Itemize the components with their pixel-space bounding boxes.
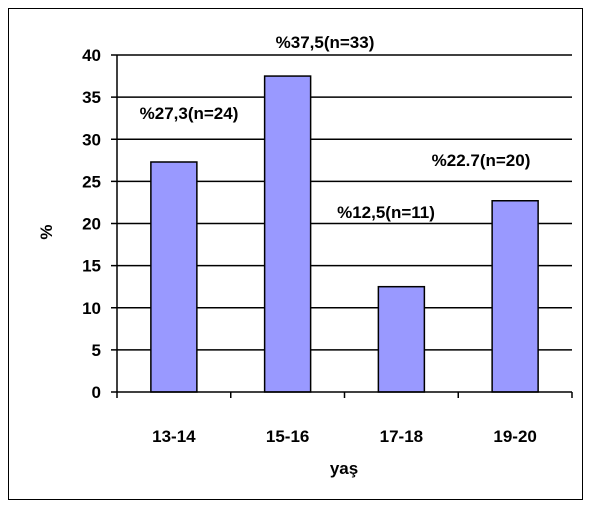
x-axis-label: yaş: [330, 459, 358, 478]
x-tick-labels: 13-14 15-16 17-18 19-20: [152, 427, 537, 446]
y-tick-label: 35: [82, 88, 101, 107]
x-tick-label: 19-20: [493, 427, 536, 446]
bar: [491, 200, 539, 393]
x-tick-label: 13-14: [152, 427, 196, 446]
y-tick-labels: 0 5 10 15 20 25 30 35 40: [82, 46, 101, 402]
y-tick-label: 20: [82, 215, 101, 234]
bar: [377, 285, 426, 393]
y-tick-label: 0: [92, 383, 101, 402]
data-label: %37,5(n=33): [276, 33, 375, 52]
y-tick-label: 30: [82, 130, 101, 149]
y-tick-label: 25: [82, 172, 101, 191]
y-tick-label: 5: [92, 341, 101, 360]
y-axis-label: %: [37, 224, 56, 239]
data-label: %12,5(n=11): [337, 203, 435, 222]
y-tick-label: 15: [82, 257, 101, 276]
bar: [150, 161, 198, 393]
y-tick-label: 40: [82, 46, 101, 65]
data-label: %27,3(n=24): [140, 104, 239, 123]
bars: [116, 75, 573, 398]
x-tick-label: 15-16: [266, 427, 309, 446]
bar: [263, 75, 312, 393]
data-label: %22.7(n=20): [432, 151, 531, 170]
data-labels: %27,3(n=24) %37,5(n=33) %12,5(n=11) %22.7(n…: [140, 33, 531, 222]
axes: [116, 55, 572, 393]
x-tick-label: 17-18: [380, 427, 423, 446]
y-tick-label: 10: [82, 299, 101, 318]
